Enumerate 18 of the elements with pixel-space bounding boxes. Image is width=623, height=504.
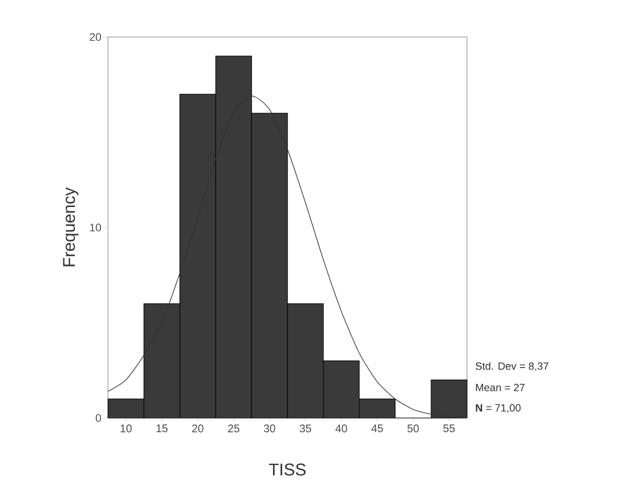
y-axis-title: Frequency <box>63 187 78 266</box>
x-tick-label: 25 <box>228 424 240 432</box>
x-tick-label: 30 <box>264 424 276 432</box>
x-tick-label: 20 <box>192 424 204 432</box>
y-tick-label: 10 <box>90 224 102 232</box>
x-tick-label: 45 <box>371 424 383 432</box>
x-axis-title: TISS <box>268 464 306 476</box>
x-tick-label: 15 <box>156 424 168 432</box>
x-tick-label: 50 <box>407 424 419 432</box>
y-tick-label: 20 <box>90 33 102 41</box>
x-tick-label: 10 <box>120 424 132 432</box>
text: N = 71,00 <box>476 404 521 413</box>
x-tick-label: 35 <box>300 424 312 432</box>
y-tick-label: 0 <box>96 414 102 422</box>
x-tick-label: 55 <box>443 424 455 432</box>
text: Std. Dev = 8,37 <box>476 362 548 372</box>
text: Mean = 27 <box>476 384 525 392</box>
x-tick-label: 40 <box>335 424 348 432</box>
